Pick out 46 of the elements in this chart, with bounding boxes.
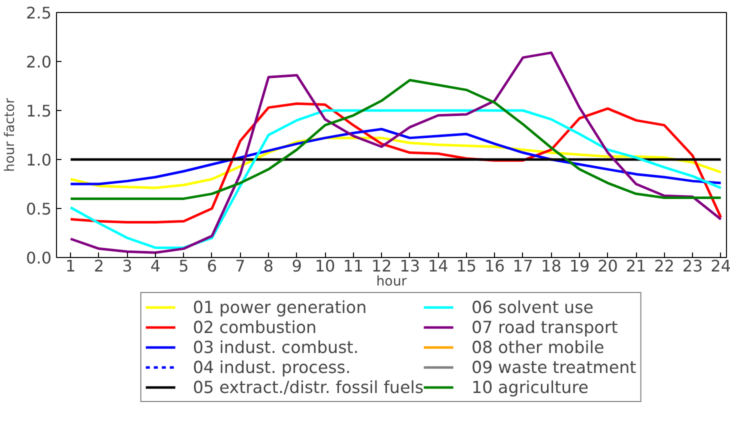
x-tick-label: 15: [456, 256, 477, 276]
line-series: [69, 51, 722, 254]
x-tick-label: 4: [150, 256, 161, 276]
x-tick-label: 9: [292, 256, 302, 276]
x-tick-label: 24: [710, 256, 730, 276]
legend-label: 08 other mobile: [472, 337, 604, 357]
x-tick-label: 23: [682, 256, 703, 276]
x-tick-label: 3: [122, 256, 132, 276]
x-tick-label: 6: [206, 256, 218, 276]
legend-label: 02 combustion: [192, 317, 317, 337]
x-axis-title: hour: [376, 274, 408, 290]
y-tick-label: 2.0: [26, 52, 52, 72]
x-tick-label: 8: [263, 256, 274, 276]
y-tick-label: 2.5: [26, 4, 52, 22]
x-tick-label: 21: [626, 256, 646, 276]
legend-label: 07 road transport: [472, 317, 618, 337]
x-tick-label: 11: [343, 256, 364, 276]
legend-label: 09 waste treatment: [472, 357, 636, 377]
x-tick-label: 16: [484, 256, 505, 276]
x-tick-label: 17: [512, 256, 534, 276]
legend-label: 10 agriculture: [472, 377, 588, 397]
legend-label: 04 indust. process.: [192, 357, 351, 377]
y-tick-label: 0.5: [26, 200, 52, 218]
line-series: [69, 109, 722, 249]
legend-label: 03 indust. combust.: [192, 337, 359, 357]
x-tick-label: 20: [598, 256, 618, 276]
x-tick-label: 5: [178, 256, 189, 276]
x-tick-label: 13: [400, 256, 420, 276]
line-series: [69, 128, 722, 186]
y-tick-label: 1.5: [26, 102, 52, 120]
x-tick-label: 19: [569, 256, 590, 276]
x-tick-label: 2: [94, 256, 104, 276]
x-tick-label: 12: [371, 256, 392, 276]
y-tick-label: 0.0: [26, 248, 52, 268]
x-tick-label: 22: [654, 256, 674, 276]
x-tick-label: 1: [66, 256, 76, 276]
legend-label: 05 extract./distr. fossil fuels: [192, 377, 424, 397]
y-tick-label: 1.0: [26, 150, 52, 170]
legend-label: 06 solvent use: [472, 297, 594, 317]
legend-label: 01 power generation: [192, 297, 367, 317]
y-axis-title: hour factor: [3, 98, 18, 172]
x-tick-label: 10: [314, 256, 336, 276]
x-tick-label: 7: [235, 256, 246, 276]
x-tick-label: 18: [541, 256, 562, 276]
line-series: [69, 78, 722, 200]
x-tick-label: 14: [428, 256, 448, 276]
